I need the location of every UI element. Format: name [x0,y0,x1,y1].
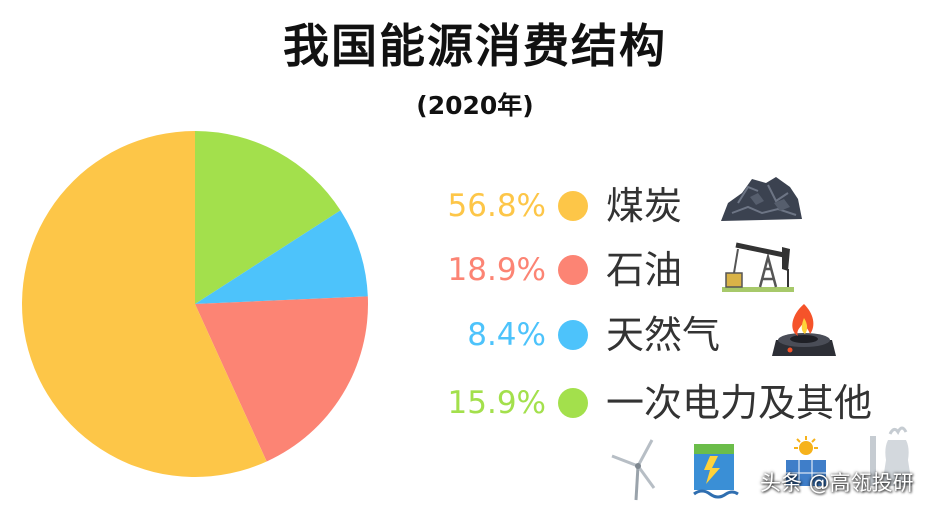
pie-slice-煤炭 [22,131,267,477]
wind-turbine-icon [611,439,656,501]
pie-slice-天然气 [195,210,368,304]
legend-dot [558,255,588,285]
legend-label: 煤炭 [606,184,683,228]
legend-dot [558,320,588,350]
pie-chart [22,131,368,477]
legend-percent: 56.8% [447,188,546,224]
pie-slice-石油 [195,296,368,462]
legend-item-gas: 8.4% 天然气 [400,304,940,360]
legend-label: 一次电力及其他 [606,381,873,425]
legend-label: 石油 [606,248,683,292]
legend-item-oil: 18.9% 石油 [400,242,940,295]
legend-dot [558,191,588,221]
chart-title: 我国能源消费结构 [283,19,667,73]
legend-percent: 15.9% [447,385,546,421]
oil-pump-icon [722,231,794,297]
legend-dot [558,388,588,418]
hydro-power-icon [693,444,739,499]
legend-item-coal: 56.8% 煤炭 [400,177,940,231]
pie-slice-一次电力及其他 [195,131,341,304]
coal-icon [718,173,804,229]
watermark: 头条 @高瓴投研 [760,471,914,495]
legend-label: 天然气 [606,313,721,357]
chart-subtitle: (2020年) [416,91,534,120]
legend-percent: 18.9% [447,252,546,288]
legend-item-other: 15.9% 一次电力及其他 [400,378,940,428]
gas-burner-icon [770,300,838,364]
legend-percent: 8.4% [467,317,546,353]
